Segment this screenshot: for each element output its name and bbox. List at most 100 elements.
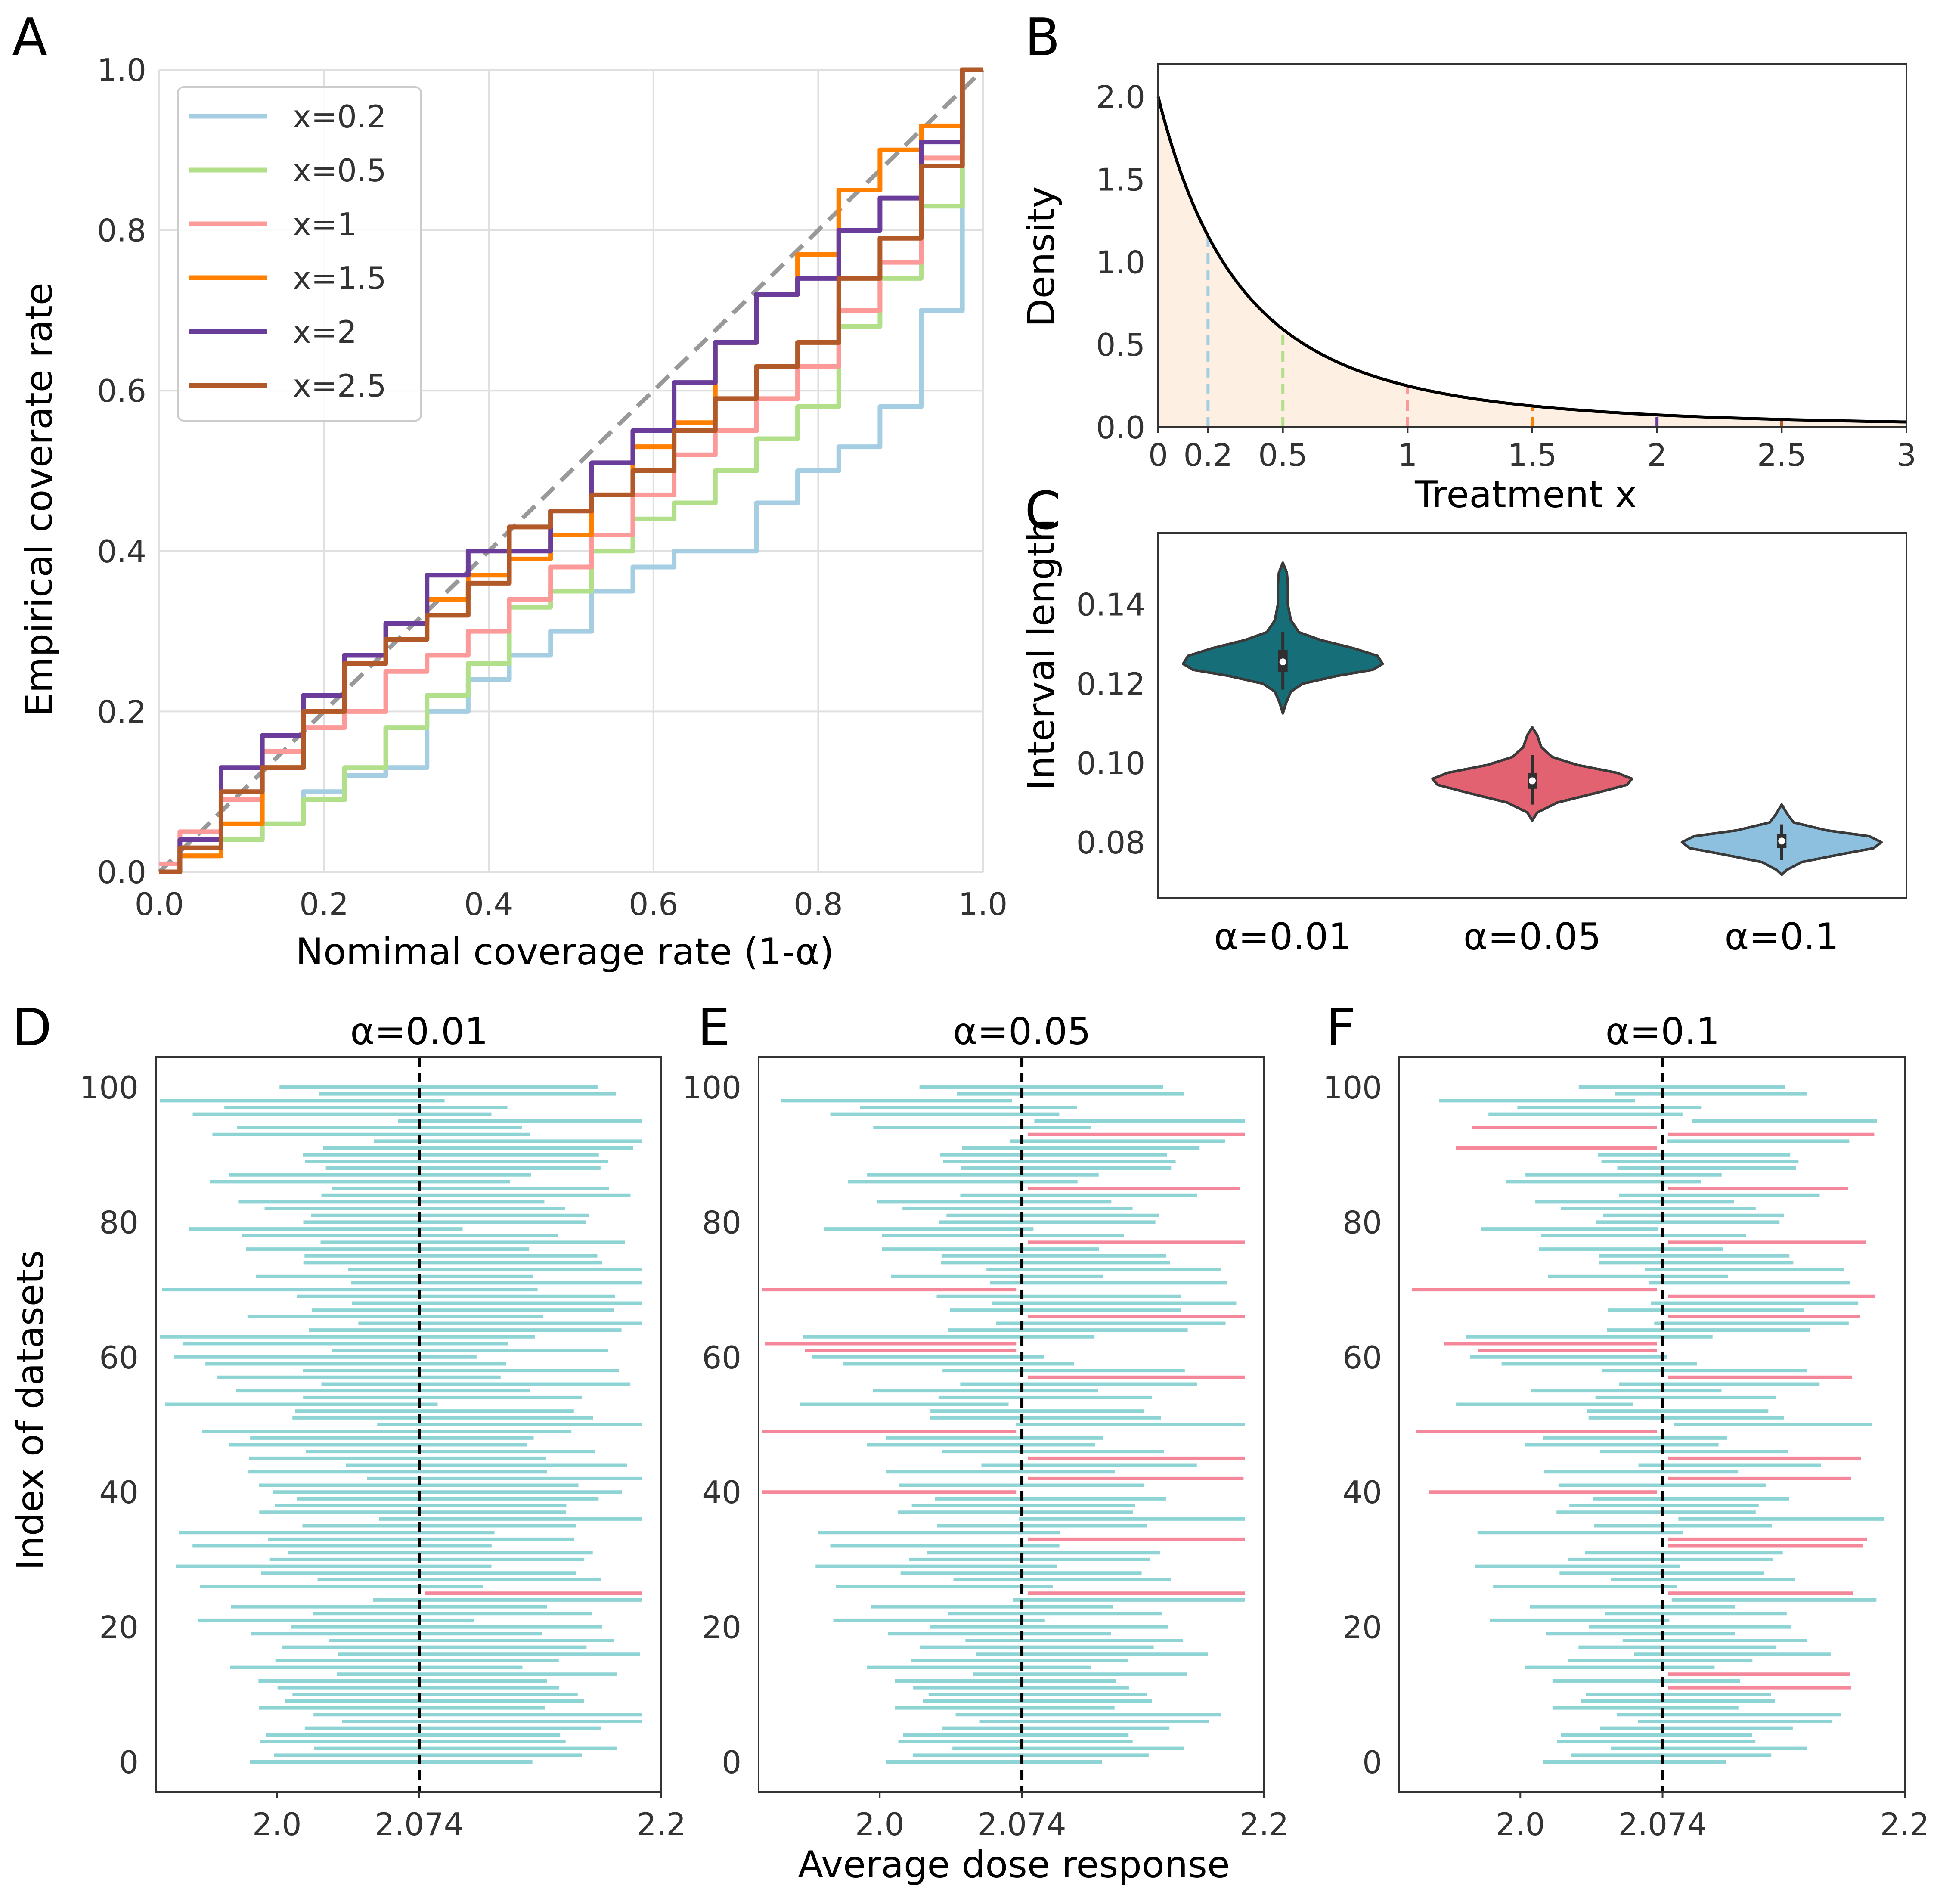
panel-a-x-tick-label: 0.4 (464, 886, 514, 922)
panel-a-legend-label: x=0.2 (293, 99, 386, 135)
panel-c-median-dot (1778, 837, 1785, 845)
panel-b-y-tick-label: 0.5 (1096, 327, 1145, 363)
panel-f-x-tick-label: 2.0 (1496, 1806, 1545, 1842)
panel-b-x-label: Treatment x (1414, 473, 1637, 516)
panel-e-y-tick-label: 60 (702, 1340, 741, 1376)
panel-a-legend-label: x=0.5 (293, 152, 386, 189)
panel-b-x-tick-label: 1.5 (1508, 437, 1557, 473)
panel-f-x-tick-label: 2.2 (1880, 1806, 1930, 1842)
panel-b-y-tick-label: 2.0 (1096, 79, 1145, 115)
panel-d-y-tick-label: 40 (99, 1474, 139, 1510)
panel-f-interval-plot: α=0.1 2.0 2.074 2.2 0 20 40 60 80 100 (1323, 1010, 1930, 1842)
panel-b-x-tick-label: 2 (1647, 437, 1667, 473)
panel-c-violin-plot: α=0.01 α=0.05 α=0.1 0.08 0.10 0.12 0.14 Inter… (1020, 519, 1907, 958)
panel-e-y-tick-label: 0 (722, 1744, 741, 1780)
panel-letter-e: E (697, 998, 730, 1058)
panel-a-legend: x=0.2 x=0.5 x=1 x=1.5 x=2 x=2.5 (177, 86, 422, 422)
panel-a-legend-label: x=2.5 (293, 368, 386, 404)
panel-a-y-tick-label: 0.6 (97, 373, 146, 409)
panel-a-x-tick-label: 0.0 (135, 886, 184, 922)
panel-b-x-tick-label: 0.5 (1258, 437, 1308, 473)
panel-d-x-tick-label: 2.0 (252, 1806, 302, 1842)
panel-b-y-tick-label: 1.5 (1096, 162, 1145, 198)
panel-a-y-tick-label: 0.4 (97, 533, 146, 570)
panel-f-title: α=0.1 (1605, 1010, 1720, 1053)
panel-e-frame (758, 1056, 1265, 1793)
panel-e-y-tick-label: 40 (702, 1474, 741, 1510)
panel-d-y-tick-label: 80 (99, 1204, 139, 1240)
panel-d-y-label: Index of datasets (9, 1250, 52, 1570)
panel-a-legend-label: x=2 (293, 314, 357, 350)
shared-x-label: Average dose response (798, 1843, 1230, 1886)
panel-d-y-tick-label: 20 (99, 1609, 139, 1646)
panel-b-x-tick-label: 0.2 (1184, 437, 1233, 473)
panel-letter-f: F (1326, 998, 1356, 1058)
panel-d-y-tick-label: 60 (99, 1340, 139, 1376)
panel-b-density-fill (1158, 96, 1906, 427)
panel-a-x-label: Nomimal coverage rate (1-α) (296, 930, 834, 974)
panel-b-x-tick-label: 0 (1148, 437, 1168, 473)
panel-a-y-tick-label: 0.0 (97, 854, 146, 890)
panel-b-x-tick-label: 3 (1897, 437, 1916, 473)
panel-f-y-tick-label: 100 (1323, 1070, 1382, 1106)
panel-c-y-label: Interval length (1020, 519, 1063, 791)
panel-d-interval-plot: α=0.01 2.0 2.074 2.2 0 20 40 60 80 100 (80, 1010, 686, 1842)
panel-b-y-tick-label: 1.0 (1096, 244, 1145, 280)
panel-b-x-ticks: 0 0.2 0.5 1 1.5 2 2.5 3 (1148, 427, 1916, 473)
panel-d-x-tick-label: 2.2 (637, 1806, 686, 1842)
panel-a-reference-diagonal (158, 68, 985, 874)
panel-b-density-curve (1156, 96, 1907, 424)
panel-letter-d: D (12, 998, 52, 1058)
panel-b-y-label: Density (1020, 186, 1063, 327)
panel-c-frame (1157, 532, 1907, 899)
panel-a-coverage-plot: 0.0 0.2 0.4 0.6 0.8 1.0 0.0 0.2 0.4 0.6 0.8 1.0 No… (18, 52, 1007, 974)
panel-e-y-tick-label: 80 (702, 1204, 741, 1240)
panel-e-interval-plot: α=0.05 2.0 2.074 2.2 0 20 40 60 80 100 (682, 1010, 1289, 1842)
panel-letter-c: C (1025, 481, 1061, 541)
panel-a-y-tick-label: 0.2 (97, 694, 146, 730)
panel-d-y-tick-label: 100 (80, 1070, 139, 1106)
panel-a-x-ticks: 0.0 0.2 0.4 0.6 0.8 1.0 (135, 886, 1008, 922)
panel-b-treatment-markers (1206, 236, 1783, 427)
panel-b-y-ticks: 0.0 0.5 1.0 1.5 2.0 (1096, 79, 1145, 446)
panel-a-y-label: Empirical coverate rate (18, 282, 61, 716)
panel-d-y-tick-label: 0 (119, 1744, 139, 1780)
panel-c-y-tick-label: 0.14 (1076, 587, 1145, 623)
panel-f-y-tick-label: 0 (1362, 1744, 1382, 1780)
panel-e-x-tick-label: 2.074 (977, 1806, 1066, 1842)
panel-b-density-plot: 0 0.2 0.5 1 1.5 2 2.5 3 0.0 0.5 1.0 1.5 2.0 Treatme… (1020, 63, 1916, 516)
panel-c-y-tick-label: 0.10 (1076, 745, 1145, 781)
panel-a-series (159, 67, 983, 874)
panel-letter-a: A (12, 8, 47, 68)
panel-c-median-dot (1529, 777, 1536, 785)
panel-a-x-tick-label: 0.6 (629, 886, 679, 922)
panel-f-frame (1398, 1056, 1906, 1793)
panel-e-title: α=0.05 (953, 1010, 1091, 1053)
panel-a-series-line (159, 67, 983, 874)
panel-a-y-tick-label: 0.8 (97, 213, 146, 249)
panel-a-y-tick-label: 1.0 (97, 52, 146, 88)
panel-f-y-tick-label: 80 (1342, 1204, 1382, 1240)
panel-c-x-tick-label: α=0.05 (1463, 915, 1601, 958)
panel-a-legend-label: x=1 (293, 206, 357, 242)
panel-f-y-tick-label: 20 (1342, 1609, 1382, 1646)
panel-b-x-tick-label: 2.5 (1757, 437, 1807, 473)
panel-letter-b: B (1025, 8, 1060, 68)
panel-e-x-tick-label: 2.2 (1240, 1806, 1289, 1842)
panel-d-title: α=0.01 (350, 1010, 488, 1053)
panel-a-x-tick-label: 1.0 (958, 886, 1008, 922)
panel-a-legend-label: x=1.5 (293, 260, 386, 296)
panel-a-x-tick-label: 0.8 (793, 886, 843, 922)
panel-f-y-tick-label: 60 (1342, 1340, 1382, 1376)
panel-c-x-ticks: α=0.01 α=0.05 α=0.1 (1214, 915, 1839, 958)
panel-a-x-tick-label: 0.2 (299, 886, 349, 922)
panel-b-x-tick-label: 1 (1398, 437, 1417, 473)
panel-d-frame (155, 1056, 662, 1793)
panel-e-x-tick-label: 2.0 (855, 1806, 905, 1842)
panel-c-y-tick-label: 0.12 (1076, 666, 1145, 702)
panel-c-y-tick-label: 0.08 (1076, 825, 1145, 861)
panel-f-x-tick-label: 2.074 (1618, 1806, 1707, 1842)
panel-c-median-dot (1279, 658, 1286, 666)
panel-e-y-tick-label: 100 (682, 1070, 741, 1106)
